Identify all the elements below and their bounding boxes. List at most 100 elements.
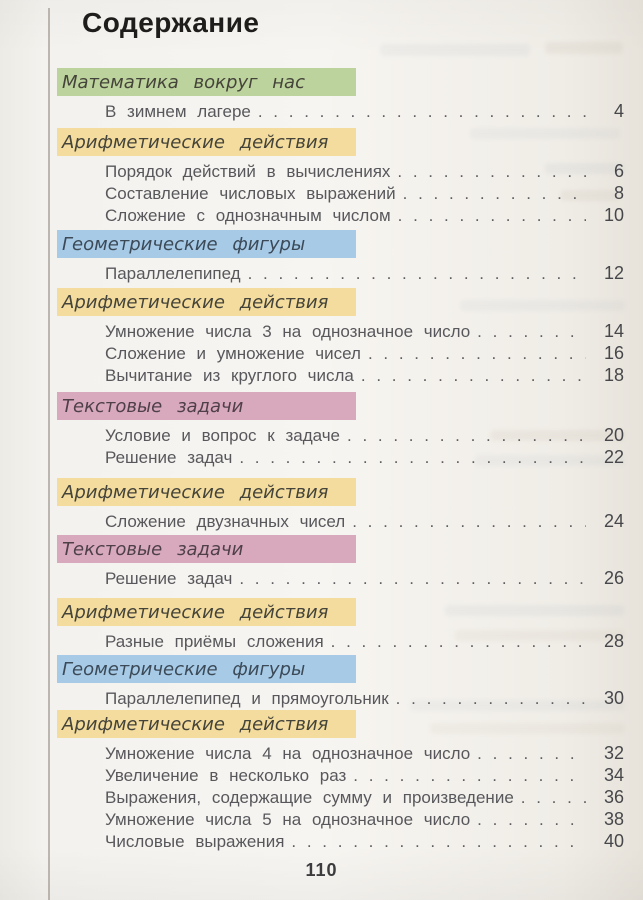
toc-entry-page-number: 16 xyxy=(603,343,624,363)
toc-section: Текстовые задачи Решение задач 26 xyxy=(57,535,624,589)
dot-leader xyxy=(331,631,586,654)
section-banner: Арифметические действия xyxy=(57,598,356,626)
toc-entry-label: Составление числовых выражений xyxy=(105,184,396,203)
bleedthrough-artifact xyxy=(445,605,625,616)
toc-entry: Сложение с однозначным числом 10 xyxy=(57,204,624,226)
section-banner: Текстовые задачи xyxy=(57,392,356,420)
toc-entry-page-number: 4 xyxy=(613,101,624,121)
toc-entry-page-number: 40 xyxy=(603,831,624,851)
toc-entry: Параллелепипед 12 xyxy=(57,262,624,284)
dot-leader xyxy=(239,447,586,470)
dot-leader xyxy=(368,343,586,366)
dot-leader xyxy=(291,831,586,854)
bleedthrough-artifact xyxy=(430,723,625,734)
bleedthrough-artifact xyxy=(380,44,530,56)
toc-section: Геометрические фигуры Параллелепипед 12 xyxy=(57,230,624,284)
dot-leader xyxy=(239,568,586,591)
toc-entry: Параллелепипед и прямоугольник 30 xyxy=(57,687,624,709)
footer-page-number: 110 xyxy=(305,860,338,880)
section-banner: Арифметические действия xyxy=(57,478,356,506)
toc-entry-page-number: 10 xyxy=(603,205,624,225)
toc-entry-page-number: 30 xyxy=(603,688,624,708)
toc-page: Содержание Математика вокруг нас В зимнем… xyxy=(57,0,624,852)
toc-entry-page-number: 32 xyxy=(603,743,624,763)
toc-entry-page-number: 8 xyxy=(613,183,624,203)
toc-entry-page-number: 20 xyxy=(603,425,624,445)
dot-leader xyxy=(403,183,586,206)
section-heading: Арифметические действия xyxy=(62,713,329,735)
toc-entry-label: Решение задач xyxy=(105,569,233,588)
toc-entry-label: Вычитание из круглого числа xyxy=(105,366,354,385)
toc-entry-page-number: 38 xyxy=(603,809,624,829)
toc-entry-page-number: 24 xyxy=(603,511,624,531)
dot-leader xyxy=(248,263,586,286)
toc-entry-page-number: 26 xyxy=(603,568,624,588)
toc-entry-label: Сложение с однозначным числом xyxy=(105,206,391,225)
toc-entry: Умножение числа 5 на однозначное число 38 xyxy=(57,808,624,830)
section-heading: Арифметические действия xyxy=(62,601,329,623)
toc-section: Арифметические действия Сложение двузначн… xyxy=(57,478,624,532)
toc-entry-label: Сложение двузначных чисел xyxy=(105,512,346,531)
toc-section: Арифметические действия Порядок действий … xyxy=(57,128,624,226)
section-heading: Арифметические действия xyxy=(62,291,329,313)
section-banner: Текстовые задачи xyxy=(57,535,356,563)
toc-entry-page-number: 6 xyxy=(613,161,624,181)
section-heading: Математика вокруг нас xyxy=(62,71,305,93)
toc-entry-label: Параллелепипед xyxy=(105,264,241,283)
toc-entry: Умножение числа 4 на однозначное число 32 xyxy=(57,742,624,764)
toc-entry-label: Параллелепипед и прямоугольник xyxy=(105,689,389,708)
dot-leader xyxy=(397,161,586,184)
toc-entry-label: Умножение числа 3 на однозначное число xyxy=(105,322,471,341)
dot-leader xyxy=(477,743,586,766)
section-banner: Арифметические действия xyxy=(57,288,356,316)
dot-leader xyxy=(353,765,586,788)
toc-entry-label: Сложение и умножение чисел xyxy=(105,344,361,363)
dot-leader xyxy=(521,787,586,810)
dot-leader xyxy=(398,205,586,228)
toc-entry-label: Умножение числа 4 на однозначное число xyxy=(105,744,471,763)
bleedthrough-artifact xyxy=(545,42,623,54)
section-banner: Арифметические действия xyxy=(57,710,356,738)
toc-entry-label: Порядок действий в вычислениях xyxy=(105,162,391,181)
toc-entry-page-number: 22 xyxy=(603,447,624,467)
dot-leader xyxy=(347,425,586,448)
section-heading: Геометрические фигуры xyxy=(62,658,306,680)
toc-entry: Разные приёмы сложения 28 xyxy=(57,630,624,652)
toc-entry: Выражения, содержащие сумму и произведен… xyxy=(57,786,624,808)
dot-leader xyxy=(258,101,586,124)
toc-entry-label: Условие и вопрос к задаче xyxy=(105,426,341,445)
toc-entry: Порядок действий в вычислениях 6 xyxy=(57,160,624,182)
toc-entry: В зимнем лагере 4 xyxy=(57,100,624,122)
toc-entry-page-number: 34 xyxy=(603,765,624,785)
section-heading: Арифметические действия xyxy=(62,481,329,503)
section-heading: Геометрические фигуры xyxy=(62,233,306,255)
toc-entry-label: Выражения, содержащие сумму и произведен… xyxy=(105,788,514,807)
bleedthrough-artifact xyxy=(460,300,625,311)
page-edge-line xyxy=(48,8,50,900)
toc-entry: Вычитание из круглого числа 18 xyxy=(57,364,624,386)
toc-entry: Составление числовых выражений 8 xyxy=(57,182,624,204)
section-heading: Текстовые задачи xyxy=(62,395,244,417)
dot-leader xyxy=(396,688,586,711)
section-banner: Арифметические действия xyxy=(57,128,356,156)
toc-entry-label: Решение задач xyxy=(105,448,233,467)
toc-section: Арифметические действия Разные приёмы сло… xyxy=(57,598,624,652)
toc-entry-label: Умножение числа 5 на однозначное число xyxy=(105,810,471,829)
section-banner: Геометрические фигуры xyxy=(57,655,356,683)
section-heading: Арифметические действия xyxy=(62,131,329,153)
toc-entry: Сложение двузначных чисел 24 xyxy=(57,510,624,532)
toc-entry: Сложение и умножение чисел 16 xyxy=(57,342,624,364)
toc-entry-label: Числовые выражения xyxy=(105,832,285,851)
toc-entry-page-number: 12 xyxy=(603,263,624,283)
bleedthrough-artifact xyxy=(560,190,620,201)
toc-section: Арифметические действия Умножение числа 4… xyxy=(57,710,624,852)
toc-section: Геометрические фигуры Параллелепипед и пр… xyxy=(57,655,624,709)
toc-entry-page-number: 14 xyxy=(603,321,624,341)
dot-leader xyxy=(477,321,586,344)
dot-leader xyxy=(477,809,586,832)
dot-leader xyxy=(361,365,586,388)
page-title: Содержание xyxy=(82,7,260,38)
toc-entry: Решение задач 26 xyxy=(57,567,624,589)
toc-entry-label: В зимнем лагере xyxy=(105,102,251,121)
toc-entry: Числовые выражения 40 xyxy=(57,830,624,852)
